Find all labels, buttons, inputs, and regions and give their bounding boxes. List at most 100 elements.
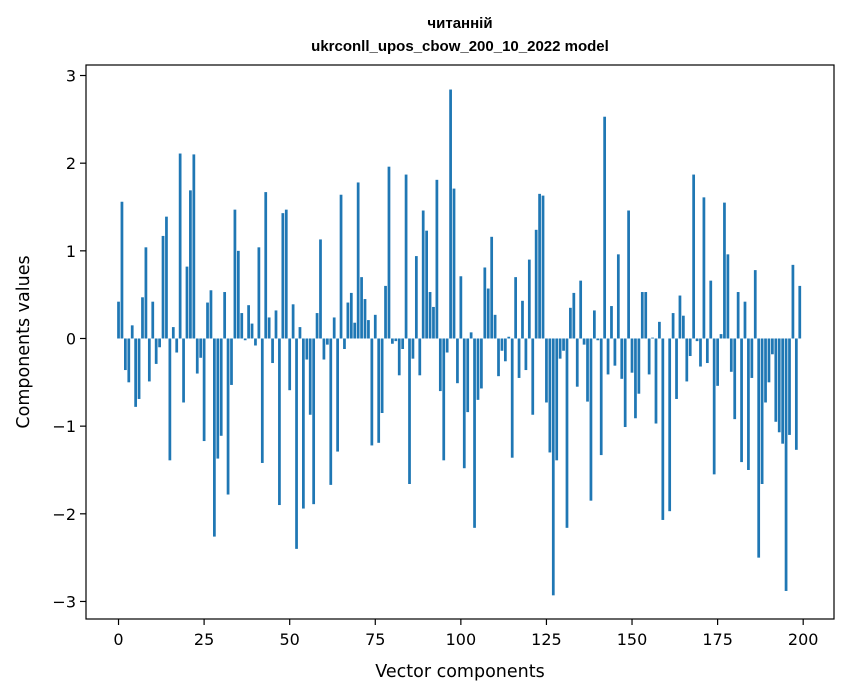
bar: [586, 338, 589, 402]
bar: [171, 327, 175, 339]
bar: [284, 209, 288, 339]
bar: [747, 338, 750, 470]
bar: [610, 306, 613, 339]
bar: [339, 194, 343, 339]
bar: [719, 334, 723, 339]
bar: [569, 307, 572, 339]
bar: [199, 338, 203, 358]
bar: [432, 306, 435, 339]
bar: [428, 292, 432, 339]
bar: [158, 338, 161, 348]
y-tick-label: 0: [66, 329, 76, 348]
bar: [784, 338, 788, 591]
bar: [627, 210, 630, 339]
bar: [134, 338, 138, 407]
bar: [514, 277, 517, 339]
x-tick-label: 0: [113, 630, 123, 649]
bar: [534, 229, 538, 339]
bar: [267, 317, 271, 339]
bar: [189, 190, 192, 339]
bar: [271, 338, 274, 364]
bar: [233, 209, 237, 339]
bar: [637, 338, 641, 394]
bar: [240, 313, 244, 339]
bar: [476, 338, 480, 400]
bar: [305, 338, 309, 360]
bar: [394, 338, 398, 342]
bar: [764, 338, 767, 403]
bar: [678, 295, 682, 339]
bar: [154, 338, 158, 364]
bar: [302, 338, 305, 509]
bar: [596, 338, 600, 341]
bar: [144, 247, 148, 339]
bar: [644, 292, 648, 339]
bar: [593, 310, 596, 339]
bar: [531, 338, 535, 415]
bar: [380, 338, 384, 413]
bar: [473, 338, 476, 528]
bar: [260, 338, 264, 463]
bar: [671, 313, 675, 339]
bar: [788, 338, 791, 435]
bar: [425, 230, 428, 339]
bar: [411, 338, 415, 359]
bar: [278, 338, 281, 506]
bar: [750, 338, 754, 378]
bar: [658, 321, 661, 339]
bar: [589, 338, 593, 501]
bar: [213, 338, 216, 537]
bar: [524, 338, 528, 371]
bar: [329, 338, 333, 485]
bar: [771, 338, 774, 355]
bar: [603, 116, 607, 339]
bar: [507, 336, 511, 339]
bar: [753, 270, 757, 339]
bar: [168, 338, 172, 461]
bar: [319, 239, 322, 339]
bar: [685, 338, 689, 382]
bar: [616, 254, 620, 339]
bar: [661, 338, 665, 520]
bar: [445, 338, 449, 353]
bar: [178, 153, 182, 339]
bar: [712, 338, 716, 475]
bar: [223, 292, 227, 339]
bar: [521, 300, 524, 339]
bar: [356, 182, 360, 339]
bar: [651, 337, 654, 339]
bar: [729, 338, 733, 372]
bar: [236, 250, 240, 339]
bar: [124, 338, 127, 371]
bar: [647, 338, 651, 375]
bar: [230, 338, 233, 385]
bar: [736, 292, 740, 339]
bar: [322, 338, 326, 360]
chart-title-line2: ukrconll_upos_cbow_200_10_2022 model: [311, 38, 609, 55]
bar: [384, 285, 387, 339]
y-tick-label: −1: [52, 417, 76, 436]
bar: [209, 290, 213, 339]
bar: [757, 338, 761, 558]
bar: [582, 338, 586, 345]
bar: [565, 338, 569, 528]
bar: [336, 338, 339, 452]
y-tick-label: 1: [66, 242, 76, 261]
x-tick-label: 50: [280, 630, 300, 649]
bar: [503, 338, 507, 362]
bar: [462, 338, 466, 469]
y-tick-label: 3: [66, 67, 76, 86]
bar: [360, 277, 363, 339]
bar: [254, 338, 257, 346]
bar: [675, 338, 678, 399]
bar: [363, 299, 367, 339]
bar: [640, 292, 644, 339]
bar: [599, 338, 603, 456]
x-tick-label: 100: [446, 630, 477, 649]
bars-group: [117, 89, 802, 596]
bar: [682, 315, 685, 339]
bar: [733, 338, 737, 420]
bar: [175, 338, 179, 353]
bar: [490, 236, 494, 339]
